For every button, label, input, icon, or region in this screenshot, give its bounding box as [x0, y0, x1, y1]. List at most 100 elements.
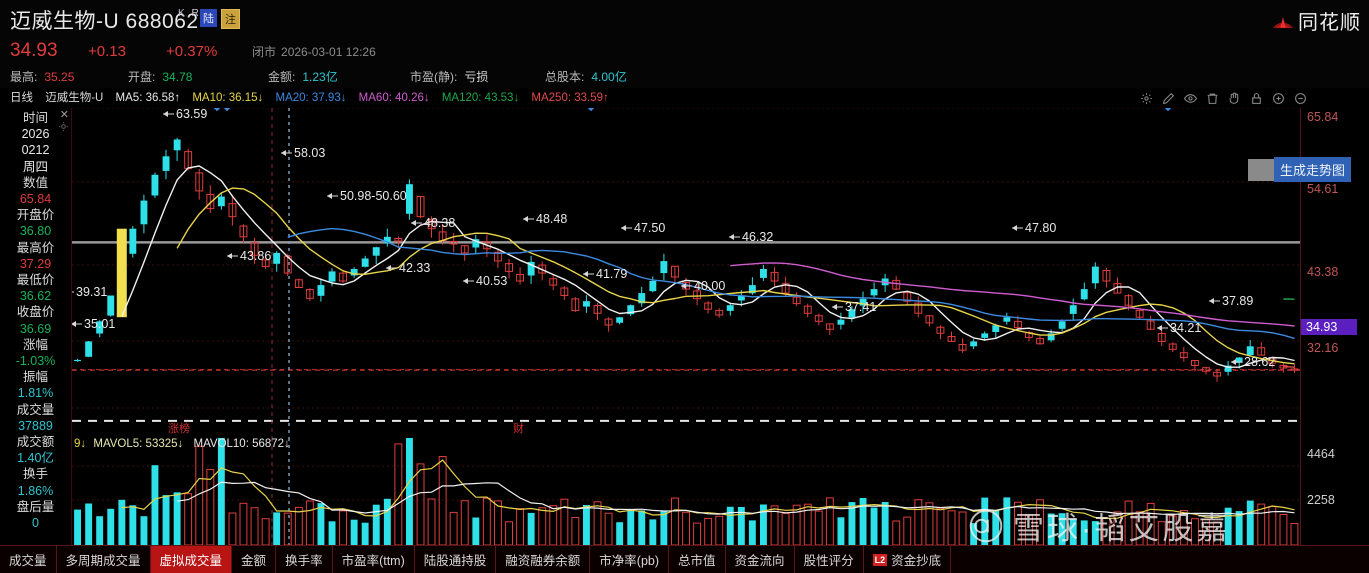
tab-label: 换手率: [285, 554, 323, 568]
panel-label-6: 最低价: [16, 273, 55, 288]
panel-gear-icon[interactable]: [58, 121, 69, 132]
panel-label-9: 振幅: [22, 370, 48, 385]
tab-label: 市净率(pb): [599, 554, 660, 568]
panel-value-0: 2026: [21, 127, 50, 142]
event-marker-0[interactable]: 涨榜: [168, 423, 190, 435]
tab-label: 金额: [241, 554, 267, 568]
stat-3: 市盈(静): 亏损: [410, 68, 488, 85]
svg-text:34.21: 34.21: [1170, 321, 1201, 335]
tab-0[interactable]: 成交量: [0, 546, 57, 573]
svg-text:48.38: 48.38: [424, 216, 455, 230]
tab-11[interactable]: 股性评分: [795, 546, 864, 573]
tab-3[interactable]: 金额: [232, 546, 277, 573]
svg-text:63.59: 63.59: [176, 108, 207, 121]
kline-chart[interactable]: 63.59 58.03 50.98-50.60 43.86 48.38 42.33 40.5…: [72, 108, 1300, 438]
chart-toolbar: [1140, 89, 1307, 107]
tab-label: 市盈率(ttm): [341, 554, 405, 568]
volume-indicator-bar: 9↓ MAVOL5: 53325↓ MAVOL10: 56872↓: [74, 438, 290, 450]
tab-2[interactable]: 虚拟成交量: [150, 546, 233, 573]
badge-zhu[interactable]: 注: [221, 9, 240, 29]
pen-icon[interactable]: [1162, 92, 1175, 105]
color-swatch: [1248, 158, 1274, 181]
last-price: 34.93: [10, 40, 58, 61]
axis-tick-3: 32.16: [1307, 341, 1339, 355]
panel-value-9: 1.81%: [17, 386, 54, 401]
panel-value-1: 0212: [21, 143, 50, 158]
panel-label-0: 时间: [22, 111, 48, 125]
badge-lu[interactable]: 陆: [200, 9, 217, 27]
zoom-out-icon[interactable]: [1294, 92, 1307, 105]
stat-1: 开盘: 34.78: [128, 68, 192, 85]
header: 迈威生物-U 688062 K R 陆 注 同花顺 34.93 +0.13 +0…: [0, 0, 1369, 88]
badge-kr: K R: [178, 8, 201, 19]
axis-tick-2: 43.38: [1307, 265, 1339, 279]
tab-10[interactable]: 资金流向: [726, 546, 795, 573]
trash-icon[interactable]: [1206, 92, 1219, 105]
panel-label-7: 收盘价: [16, 305, 55, 320]
panel-label-3: 数值: [22, 175, 48, 190]
stat-key: 金额:: [268, 70, 296, 84]
gear-icon[interactable]: [1140, 92, 1153, 105]
mavol10-value: MAVOL10: 56872↓: [193, 438, 290, 450]
market-status: 闭市: [252, 45, 277, 59]
volume-chart[interactable]: [72, 438, 1300, 545]
tab-7[interactable]: 融资融券余额: [496, 546, 591, 573]
tab-bar-filler: [951, 546, 1369, 573]
price-axis: 65.84 54.61 43.38 34.93 32.16 4464 2258: [1300, 108, 1369, 545]
svg-text:40.00: 40.00: [694, 279, 725, 293]
panel-value-2: 周四: [22, 159, 48, 174]
price-change-pct: +0.37%: [166, 43, 218, 60]
mavol5-value: MAVOL5: 53325↓: [93, 438, 184, 450]
tab-6[interactable]: 陆股通持股: [415, 546, 497, 573]
svg-text:48.48: 48.48: [536, 212, 567, 226]
stat-4: 总股本: 4.00亿: [545, 68, 627, 85]
tab-12[interactable]: L2 资金抄底: [864, 546, 952, 573]
stat-2: 金额: 1.23亿: [268, 68, 338, 85]
tab-label: 虚拟成交量: [159, 554, 223, 568]
svg-text:47.50: 47.50: [634, 221, 665, 235]
eye-icon[interactable]: [1184, 92, 1197, 105]
panel-label-8: 涨幅: [22, 337, 48, 352]
stat-row: 最高: 35.25 开盘: 34.78 金额: 1.23亿 市盈(静): 亏损 总股本: 4.00…: [10, 68, 630, 86]
svg-text:46.32: 46.32: [742, 230, 773, 244]
tab-8[interactable]: 市净率(pb): [590, 546, 670, 573]
l2-badge: L2: [872, 553, 888, 566]
indicator-tab-bar[interactable]: 成交量 多周期成交量 虚拟成交量 金额 换手率 市盈率(ttm) 陆股通持股 融资融券余额 市净…: [0, 545, 1369, 573]
ma-indicator-bar: 日线 迈威生物-U MA5: 36.58↑ MA10: 36.15↓ MA20:…: [0, 89, 1369, 107]
svg-text:35.01: 35.01: [84, 317, 115, 331]
hand-icon[interactable]: [1228, 92, 1241, 105]
panel-label-13: 盘后量: [16, 499, 55, 514]
tab-5[interactable]: 市盈率(ttm): [333, 546, 415, 573]
tab-4[interactable]: 换手率: [276, 546, 333, 573]
quote-timestamp: 2026-03-01 12:26: [281, 45, 376, 59]
price-summary: 34.93 +0.13 +0.37% 闭市 2026-03-01 12:26: [10, 40, 376, 62]
tab-1[interactable]: 多周期成交量: [57, 546, 151, 573]
panel-value-6: 36.62: [19, 289, 52, 304]
mavol-prefix: 9↓: [74, 438, 87, 450]
fan-icon: [1272, 12, 1294, 30]
svg-text:50.98-50.60: 50.98-50.60: [340, 189, 407, 203]
ma-stock-name: 迈威生物-U: [45, 92, 104, 104]
panel-value-5: 37.29: [19, 256, 52, 271]
svg-text:28.62: 28.62: [1244, 355, 1275, 369]
zoom-in-icon[interactable]: [1272, 92, 1285, 105]
period-label[interactable]: 日线: [10, 92, 33, 104]
tab-9[interactable]: 总市值: [669, 546, 726, 573]
stat-value: 34.78: [162, 70, 193, 84]
panel-value-3: 65.84: [19, 192, 52, 207]
ma120-value: MA120: 43.53↓: [441, 92, 520, 104]
tab-label: 融资融券余额: [505, 554, 581, 568]
tab-label: 总市值: [678, 554, 716, 568]
stock-name: 迈威生物-U: [10, 10, 120, 33]
page-title: 迈威生物-U 688062: [10, 5, 199, 35]
svg-text:42.33: 42.33: [399, 261, 430, 275]
event-marker-1[interactable]: 财: [513, 423, 524, 435]
close-icon[interactable]: ✕: [59, 109, 69, 121]
volume-tick-1: 2258: [1307, 493, 1335, 507]
ma5-value: MA5: 36.58↑: [115, 92, 181, 104]
generate-trend-button[interactable]: 生成走势图: [1248, 157, 1352, 182]
panel-label-5: 最高价: [16, 240, 55, 255]
tab-label: 股性评分: [803, 554, 854, 568]
lock-icon[interactable]: [1250, 92, 1263, 105]
panel-label-12: 换手: [22, 467, 48, 482]
